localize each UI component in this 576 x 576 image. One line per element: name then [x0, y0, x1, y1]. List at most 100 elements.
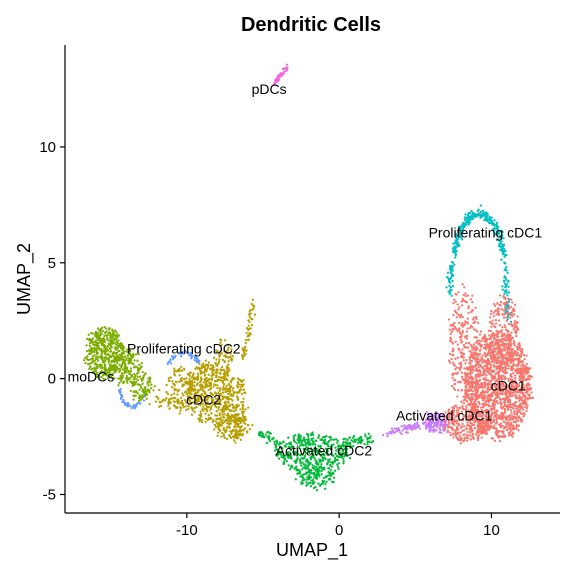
data-point: [294, 434, 297, 437]
data-point: [454, 253, 457, 256]
data-point: [470, 353, 473, 356]
data-point: [505, 394, 508, 397]
data-point: [190, 386, 194, 389]
data-point: [470, 209, 473, 213]
data-point: [488, 217, 492, 220]
data-point: [215, 371, 219, 374]
data-point: [507, 405, 510, 409]
data-point: [470, 351, 473, 354]
data-point: [448, 328, 451, 331]
data-point: [487, 404, 490, 407]
data-point: [307, 435, 310, 438]
data-point: [498, 423, 501, 426]
data-point: [240, 380, 244, 383]
data-point: [236, 380, 240, 384]
data-point: [300, 482, 303, 485]
data-point: [497, 338, 500, 342]
data-point: [483, 394, 487, 397]
data-point: [491, 352, 494, 355]
data-point: [460, 375, 464, 379]
data-point: [481, 354, 485, 357]
data-point: [453, 327, 456, 331]
data-point: [229, 386, 232, 389]
data-point: [507, 285, 510, 289]
data-point: [466, 317, 469, 320]
data-point: [165, 397, 168, 400]
data-point: [229, 409, 232, 412]
data-point: [122, 400, 125, 403]
data-point: [86, 355, 89, 358]
data-point: [452, 301, 455, 305]
data-point: [228, 404, 232, 407]
data-point: [480, 436, 483, 439]
data-point: [508, 353, 512, 356]
data-point: [230, 359, 233, 362]
data-point: [461, 225, 464, 229]
data-point: [495, 238, 498, 242]
data-point: [468, 404, 472, 407]
data-point: [267, 431, 270, 434]
data-point: [508, 427, 512, 430]
data-point: [304, 467, 308, 470]
data-point: [126, 402, 130, 406]
data-point: [463, 218, 467, 221]
data-point: [173, 387, 176, 390]
data-point: [466, 430, 469, 434]
data-point: [475, 364, 478, 367]
data-point: [327, 467, 330, 470]
data-point: [88, 344, 91, 348]
data-point: [239, 438, 242, 441]
data-point: [474, 376, 477, 379]
data-point: [515, 405, 518, 408]
data-point: [242, 414, 245, 418]
data-point: [232, 392, 236, 395]
data-point: [410, 428, 414, 431]
data-point: [119, 341, 123, 345]
data-point: [466, 294, 470, 297]
data-point: [168, 379, 171, 383]
data-point: [91, 359, 94, 362]
data-point: [110, 346, 114, 349]
data-point: [493, 219, 496, 222]
data-point: [259, 431, 262, 434]
data-point: [500, 258, 503, 261]
data-point: [531, 396, 535, 400]
data-point: [485, 217, 488, 220]
data-point: [392, 431, 396, 434]
data-point: [223, 413, 226, 416]
data-point: [306, 465, 309, 468]
data-point: [195, 361, 198, 364]
data-point: [510, 434, 513, 437]
data-point: [170, 397, 173, 400]
data-point: [494, 386, 497, 389]
data-point: [471, 371, 474, 374]
data-point: [471, 429, 474, 432]
data-point: [225, 430, 228, 433]
data-point: [491, 407, 494, 410]
data-point: [276, 80, 279, 83]
data-point: [502, 432, 505, 435]
data-point: [478, 383, 481, 387]
data-point: [514, 388, 517, 391]
data-point: [486, 366, 489, 369]
data-point: [462, 293, 465, 297]
data-point: [458, 233, 461, 236]
data-point: [495, 313, 498, 316]
data-point: [462, 352, 466, 356]
data-point: [239, 378, 242, 382]
data-point: [508, 432, 512, 435]
data-point: [456, 343, 459, 346]
data-point: [463, 223, 467, 226]
data-point: [458, 236, 461, 239]
data-point: [465, 221, 468, 224]
data-point: [105, 347, 108, 350]
data-point: [490, 373, 493, 377]
data-point: [522, 368, 526, 371]
data-point: [503, 255, 506, 258]
data-point: [121, 395, 124, 399]
data-point: [502, 294, 505, 298]
data-point: [452, 353, 455, 357]
data-point: [244, 408, 247, 411]
data-point: [142, 399, 146, 402]
data-point: [455, 239, 458, 242]
